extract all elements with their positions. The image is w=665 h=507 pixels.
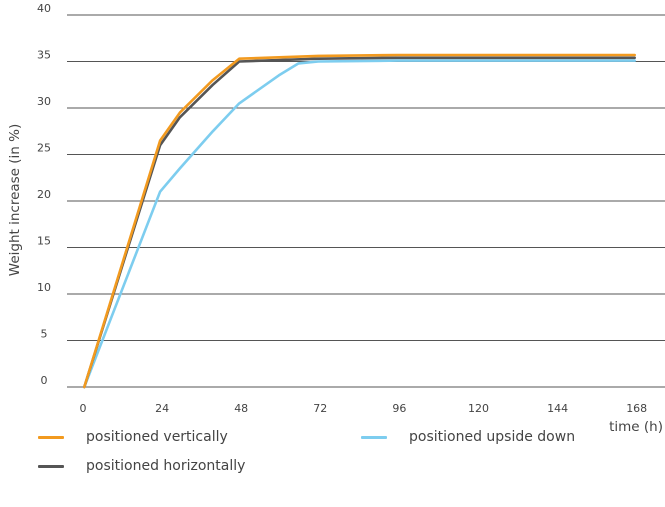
y-axis-ticks: 0 5 10 15 20 25 30 35 40 [37, 2, 51, 387]
series-lines [83, 53, 637, 389]
x-axis-title: time (h) [609, 419, 663, 435]
y-tick-label: 30 [37, 95, 51, 108]
y-tick-label: 25 [37, 142, 51, 155]
series-line-2 [83, 59, 637, 389]
x-tick-label: 120 [468, 402, 489, 415]
y-tick-label: 10 [37, 281, 51, 294]
series-line-0 [83, 53, 637, 389]
y-tick-label: 40 [37, 2, 51, 15]
y-tick-label: 15 [37, 235, 51, 248]
x-tick-label: 144 [547, 402, 568, 415]
x-tick-label: 72 [313, 402, 327, 415]
x-tick-label: 0 [80, 402, 87, 415]
series-line-1 [83, 56, 637, 389]
x-tick-label: 48 [234, 402, 248, 415]
y-tick-label: 35 [37, 49, 51, 62]
x-tick-label: 96 [392, 402, 406, 415]
x-tick-label: 168 [626, 402, 647, 415]
x-tick-label: 24 [155, 402, 169, 415]
gridlines [67, 14, 665, 388]
y-tick-label: 0 [41, 374, 48, 387]
y-tick-label: 20 [37, 188, 51, 201]
y-axis-title: Weight increase (in %) [7, 124, 23, 276]
x-axis-ticks: 0 24 48 72 96 120 144 168 [80, 402, 648, 415]
y-tick-label: 5 [41, 328, 48, 341]
